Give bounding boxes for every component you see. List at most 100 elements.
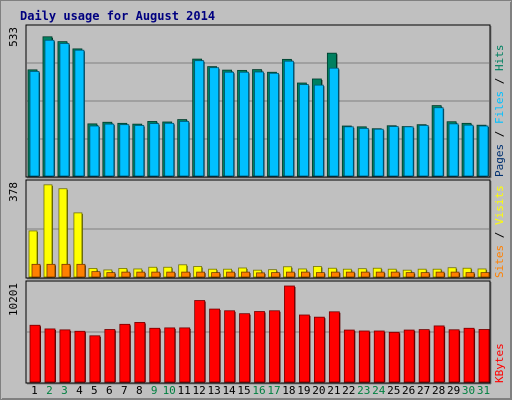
- bar-sites-day-5: [91, 271, 101, 278]
- bar-files-day-30: [463, 124, 474, 177]
- bar-kbytes-day-22: [343, 329, 355, 383]
- bar-files-day-15: [239, 71, 249, 177]
- panel-kbytes-legend: KBytes: [493, 343, 506, 383]
- bar-kbytes-day-4: [74, 330, 86, 383]
- chart-panels: 533 Pages / Files / Hits 378 Sites / Visits…: [7, 24, 506, 385]
- bar-files-day-28: [433, 107, 444, 177]
- x-tick-label-day-7: 7: [121, 384, 128, 397]
- legend-kbytes: KBytes: [493, 343, 506, 383]
- bar-kbytes-day-8: [134, 322, 146, 383]
- bar-files-day-16: [254, 71, 264, 177]
- panel-visits: 378 Sites / Visits: [7, 179, 506, 280]
- bar-sites-day-21: [330, 271, 340, 278]
- bar-files-day-14: [224, 71, 234, 177]
- bar-kbytes-day-26: [403, 329, 415, 383]
- bar-files-day-9: [149, 123, 160, 177]
- bar-files-day-18: [284, 60, 294, 177]
- x-tick-label-day-30: 30: [462, 384, 475, 397]
- bar-kbytes-day-9: [149, 327, 161, 383]
- bar-files-day-4: [74, 49, 85, 177]
- bar-sites-day-4: [76, 263, 86, 278]
- bar-kbytes-day-2: [44, 328, 56, 383]
- bar-kbytes-day-24: [373, 330, 385, 383]
- x-tick-label-day-3: 3: [61, 384, 68, 397]
- bar-sites-day-20: [315, 272, 325, 278]
- bar-sites-day-13: [211, 272, 221, 278]
- bar-sites-day-12: [196, 271, 206, 278]
- x-tick-label-day-28: 28: [432, 384, 445, 397]
- bar-kbytes-day-25: [388, 331, 400, 383]
- bar-files-day-26: [403, 126, 414, 177]
- bar-kbytes-day-23: [358, 330, 370, 383]
- bar-files-day-21: [328, 67, 339, 177]
- bar-sites-day-3: [61, 263, 71, 278]
- bar-files-day-10: [164, 122, 175, 177]
- panel-hits: 533 Pages / Files / Hits: [7, 24, 506, 179]
- bar-sites-day-26: [405, 272, 415, 278]
- bar-files-day-1: [29, 71, 40, 177]
- bar-kbytes-day-10: [164, 327, 176, 383]
- legend-visits: Visits: [493, 185, 506, 225]
- bar-kbytes-day-15: [239, 313, 250, 383]
- bar-sites-day-9: [151, 271, 161, 278]
- bar-sites-day-7: [121, 271, 131, 278]
- bar-sites-day-16: [256, 272, 265, 278]
- x-tick-label-day-25: 25: [387, 384, 400, 397]
- bar-kbytes-day-5: [89, 335, 101, 383]
- legend-hits: Hits: [493, 45, 506, 72]
- bar-files-day-20: [313, 84, 324, 177]
- x-tick-label-day-15: 15: [237, 384, 250, 397]
- panel-visits-ymax-label: 378: [7, 182, 20, 202]
- bar-files-day-12: [194, 60, 205, 177]
- bar-files-day-7: [119, 124, 130, 177]
- x-tick-label-day-2: 2: [46, 384, 53, 397]
- x-tick-label-day-26: 26: [402, 384, 415, 397]
- bar-kbytes-day-27: [418, 329, 430, 383]
- bar-kbytes-day-20: [313, 316, 325, 383]
- x-tick-label-day-13: 13: [207, 384, 220, 397]
- bar-sites-day-27: [420, 272, 430, 278]
- panel-hits-legend: Pages / Files / Hits: [493, 45, 506, 178]
- bar-kbytes-day-6: [104, 329, 116, 383]
- bar-files-day-13: [209, 67, 220, 177]
- x-tick-label-day-11: 11: [178, 384, 191, 397]
- x-tick-label-day-29: 29: [447, 384, 460, 397]
- bar-files-day-27: [418, 125, 429, 177]
- panel-visits-legend: Sites / Visits: [493, 185, 506, 278]
- chart-title: Daily usage for August 2014: [20, 9, 215, 23]
- bar-sites-day-14: [226, 271, 235, 278]
- bar-kbytes-day-18: [284, 285, 295, 383]
- x-tick-label-day-19: 19: [297, 384, 310, 397]
- bar-kbytes-day-13: [209, 308, 221, 383]
- bar-files-day-22: [343, 126, 354, 177]
- x-tick-label-day-10: 10: [163, 384, 176, 397]
- panel-hits-ymax-label: 533: [7, 27, 20, 47]
- bar-sites-day-11: [181, 271, 191, 278]
- x-tick-label-day-27: 27: [417, 384, 430, 397]
- bar-kbytes-day-3: [59, 329, 71, 383]
- bar-sites-day-10: [166, 271, 176, 278]
- bar-kbytes-day-7: [119, 323, 131, 383]
- x-tick-label-day-14: 14: [222, 384, 236, 397]
- x-tick-label-day-18: 18: [282, 384, 295, 397]
- legend-pages: Pages: [493, 144, 506, 177]
- bar-kbytes-day-31: [478, 329, 490, 383]
- legend-sites: Sites: [493, 245, 506, 278]
- x-tick-label-day-23: 23: [357, 384, 370, 397]
- bar-files-day-24: [373, 128, 384, 177]
- bar-kbytes-day-19: [299, 314, 310, 383]
- x-tick-label-day-6: 6: [106, 384, 113, 397]
- bar-kbytes-day-29: [448, 329, 460, 383]
- x-tick-label-day-21: 21: [327, 384, 340, 397]
- x-tick-label-day-24: 24: [372, 384, 386, 397]
- bar-sites-day-15: [241, 271, 250, 278]
- bar-kbytes-day-14: [224, 310, 235, 383]
- bar-kbytes-day-30: [463, 327, 475, 383]
- bar-kbytes-day-17: [269, 310, 280, 383]
- bar-files-day-8: [134, 125, 145, 177]
- x-tick-label-day-9: 9: [151, 384, 158, 397]
- bar-files-day-25: [388, 126, 399, 177]
- bar-sites-day-18: [286, 271, 295, 278]
- bar-kbytes-day-1: [29, 324, 41, 383]
